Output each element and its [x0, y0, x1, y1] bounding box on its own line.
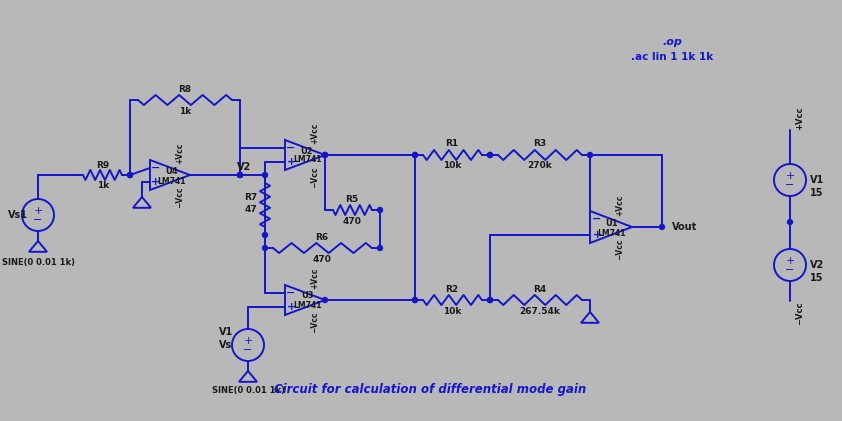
- Text: +: +: [286, 157, 296, 167]
- Text: +: +: [243, 336, 253, 346]
- Text: R8: R8: [179, 85, 192, 93]
- Circle shape: [588, 152, 593, 157]
- Text: U4: U4: [166, 166, 179, 176]
- Text: SINE(0 0.01 1k): SINE(0 0.01 1k): [211, 386, 285, 395]
- Circle shape: [322, 298, 328, 303]
- Text: R3: R3: [534, 139, 546, 149]
- Circle shape: [263, 245, 268, 250]
- Text: Vs: Vs: [220, 340, 232, 350]
- Text: −Vcc: −Vcc: [175, 186, 184, 208]
- Text: 267.54k: 267.54k: [520, 306, 561, 315]
- Text: U2: U2: [301, 147, 313, 155]
- Circle shape: [488, 298, 493, 303]
- Text: +: +: [786, 256, 795, 266]
- Text: U1: U1: [605, 218, 618, 227]
- Text: +: +: [286, 302, 296, 312]
- Circle shape: [322, 152, 328, 157]
- Text: LM741: LM741: [157, 176, 186, 186]
- Text: 1k: 1k: [179, 107, 191, 115]
- Text: −: −: [34, 215, 43, 225]
- Circle shape: [237, 173, 242, 178]
- Text: 47: 47: [245, 205, 258, 215]
- Text: V1: V1: [810, 175, 824, 185]
- Text: V2: V2: [237, 162, 251, 172]
- Circle shape: [237, 173, 242, 178]
- Text: 470: 470: [312, 255, 332, 264]
- Text: R6: R6: [316, 232, 328, 242]
- Circle shape: [413, 298, 418, 303]
- Circle shape: [413, 152, 418, 157]
- Text: −Vcc: −Vcc: [616, 238, 625, 260]
- Circle shape: [377, 245, 382, 250]
- Text: R7: R7: [244, 194, 258, 203]
- Circle shape: [787, 219, 792, 224]
- Text: .ac lin 1 1k 1k: .ac lin 1 1k 1k: [631, 52, 713, 62]
- Text: LM741: LM741: [598, 229, 626, 237]
- Text: −Vcc: −Vcc: [311, 166, 319, 188]
- Text: −: −: [786, 180, 795, 190]
- Text: LM741: LM741: [293, 301, 322, 309]
- Text: +: +: [786, 171, 795, 181]
- Text: −: −: [286, 288, 296, 298]
- Text: R5: R5: [345, 195, 359, 203]
- Circle shape: [322, 152, 328, 157]
- Text: 15: 15: [810, 188, 823, 198]
- Text: Vs1: Vs1: [8, 210, 28, 220]
- Text: U3: U3: [301, 291, 313, 301]
- Circle shape: [127, 173, 132, 178]
- Text: LM741: LM741: [293, 155, 322, 165]
- Text: R1: R1: [445, 139, 459, 149]
- Text: 1k: 1k: [97, 181, 109, 189]
- Text: −Vcc: −Vcc: [796, 301, 804, 325]
- Text: +Vcc: +Vcc: [616, 195, 625, 216]
- Text: Circuit for calculation of differential mode gain: Circuit for calculation of differential …: [274, 384, 586, 397]
- Text: 10k: 10k: [443, 306, 461, 315]
- Text: −: −: [592, 214, 602, 224]
- Text: Vout: Vout: [672, 222, 697, 232]
- Text: +: +: [152, 177, 161, 187]
- Text: R2: R2: [445, 285, 459, 293]
- Text: +Vcc: +Vcc: [796, 106, 804, 130]
- Circle shape: [263, 232, 268, 237]
- Text: +Vcc: +Vcc: [311, 123, 319, 144]
- Text: .op: .op: [662, 37, 682, 47]
- Text: 15: 15: [810, 273, 823, 283]
- Circle shape: [263, 173, 268, 178]
- Circle shape: [659, 224, 664, 229]
- Text: +Vcc: +Vcc: [175, 142, 184, 164]
- Circle shape: [488, 298, 493, 303]
- Text: 470: 470: [343, 216, 361, 226]
- Circle shape: [413, 152, 418, 157]
- Circle shape: [488, 152, 493, 157]
- Circle shape: [488, 298, 493, 303]
- Circle shape: [413, 298, 418, 303]
- Text: R9: R9: [96, 160, 109, 170]
- Text: 10k: 10k: [443, 162, 461, 171]
- Text: V2: V2: [810, 260, 824, 270]
- Circle shape: [127, 173, 132, 178]
- Text: V1: V1: [219, 327, 233, 337]
- Text: −Vcc: −Vcc: [311, 311, 319, 333]
- Text: −: −: [786, 265, 795, 275]
- Text: +: +: [593, 230, 602, 240]
- Text: −: −: [286, 143, 296, 153]
- Circle shape: [377, 208, 382, 213]
- Circle shape: [488, 152, 493, 157]
- Text: −: −: [243, 345, 253, 355]
- Text: SINE(0 0.01 1k): SINE(0 0.01 1k): [2, 258, 74, 267]
- Text: +Vcc: +Vcc: [311, 267, 319, 289]
- Text: 270k: 270k: [528, 162, 552, 171]
- Text: −: −: [152, 163, 161, 173]
- Text: R4: R4: [533, 285, 546, 293]
- Text: +: +: [34, 206, 43, 216]
